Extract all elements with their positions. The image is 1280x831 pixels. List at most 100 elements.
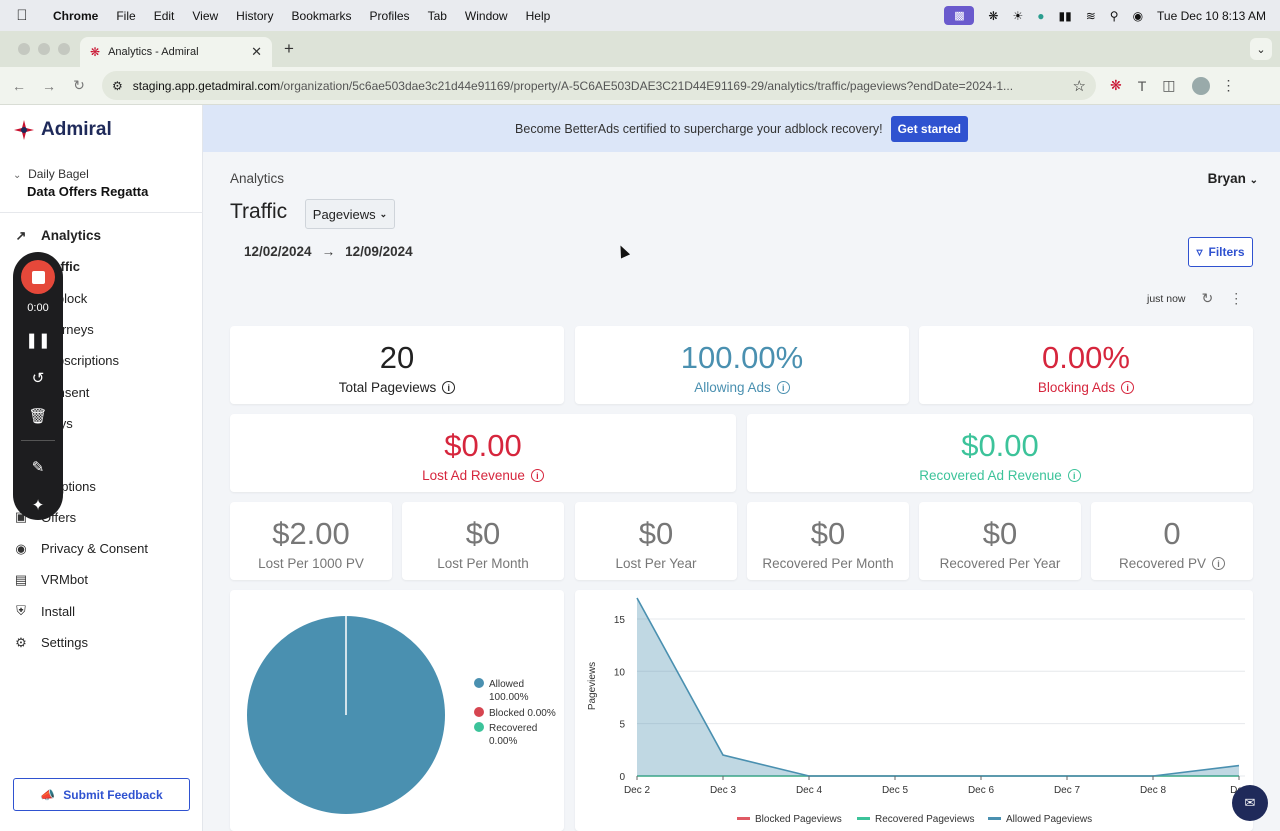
chevron-down-icon: ⌄ <box>1249 175 1258 186</box>
menu-view[interactable]: View <box>192 8 219 23</box>
info-icon[interactable]: i <box>776 381 790 394</box>
mouse-cursor <box>615 243 631 259</box>
reload-icon[interactable]: ↻ <box>73 77 85 93</box>
stat-label: Allowing Ads <box>694 380 771 395</box>
battery-icon[interactable]: ▮▮ <box>1058 8 1072 23</box>
legend-label: Blocked Pageviews <box>755 814 842 825</box>
chat-support-icon[interactable]: ✉ <box>1232 785 1268 821</box>
recording-timer: 0:00 <box>27 302 49 314</box>
apple-icon[interactable]:  <box>0 7 44 24</box>
series-line <box>636 597 1240 777</box>
menubar-clock[interactable]: Tue Dec 10 8:13 AM <box>1157 8 1266 23</box>
recorder-divider <box>21 440 55 441</box>
refresh-icon[interactable]: ↻ <box>1201 290 1214 306</box>
extension-admiral-icon[interactable]: ❋ <box>1110 77 1122 93</box>
openai-icon[interactable]: ❋ <box>988 8 999 23</box>
property-switcher[interactable]: ⌄ Daily Bagel Data Offers Regatta <box>13 167 148 199</box>
browser-tab-active[interactable]: ❋ Analytics - Admiral ✕ <box>80 37 272 67</box>
sidebar-item-label: Settings <box>41 635 88 650</box>
address-bar[interactable]: ⚙ staging.app.getadmiral.com/organizatio… <box>102 71 1096 100</box>
date-range-picker[interactable]: 12/02/2024 → 12/09/2024 <box>244 244 413 259</box>
new-tab-button[interactable]: + <box>284 39 294 58</box>
x-tick-label: Dec 2 <box>624 785 651 796</box>
x-tick-label: Dec 7 <box>1054 785 1081 796</box>
pencil-icon[interactable]: ✎ <box>31 459 45 476</box>
stat-label: Recovered Per Month <box>762 556 894 571</box>
get-started-button[interactable]: Get started <box>890 115 968 142</box>
spotlight-search-icon[interactable]: ⚲ <box>1109 8 1119 23</box>
chevron-down-icon: ⌄ <box>13 170 22 181</box>
menu-tab[interactable]: Tab <box>427 8 447 23</box>
stat-value: $0 <box>810 516 846 551</box>
admiral-logo[interactable]: Admiral <box>13 119 112 141</box>
pause-icon[interactable]: ❚❚ <box>25 332 51 349</box>
y-tick-label: 10 <box>614 667 626 678</box>
magic-wand-icon[interactable]: ✦ <box>31 497 45 514</box>
wifi-icon[interactable]: ≋ <box>1085 8 1096 23</box>
menu-window[interactable]: Window <box>464 8 508 23</box>
close-tab-icon[interactable]: ✕ <box>251 44 262 59</box>
chat-icon: ▤ <box>14 571 28 587</box>
menu-file[interactable]: File <box>116 8 136 23</box>
y-tick-label: 15 <box>614 615 626 626</box>
screen-share-icon[interactable]: ▩ <box>944 6 975 25</box>
brightness-icon[interactable]: ☀ <box>1012 8 1024 23</box>
menu-bookmarks[interactable]: Bookmarks <box>291 8 352 23</box>
y-tick-label: 5 <box>619 720 625 731</box>
menu-profiles[interactable]: Profiles <box>369 8 410 23</box>
user-menu[interactable]: Bryan ⌄ <box>1208 171 1258 186</box>
metric-select[interactable]: Pageviews ⌄ <box>305 199 395 229</box>
stat-card-lost-per-year: $0 Lost Per Year <box>575 502 737 580</box>
more-options-icon[interactable]: ⋮ <box>1229 290 1244 306</box>
submit-feedback-button[interactable]: 📣 Submit Feedback <box>13 778 190 811</box>
sidebar-item-vrmbot[interactable]: ▤ VRMbot <box>0 564 203 595</box>
legend-swatch <box>857 817 870 820</box>
menu-app[interactable]: Chrome <box>53 8 99 23</box>
info-icon[interactable]: i <box>442 381 456 394</box>
sidebar-item-install[interactable]: ⛨ Install <box>0 596 203 627</box>
stop-recording-button[interactable] <box>21 260 55 294</box>
browser-toolbar: ← → ↻ ⚙ staging.app.getadmiral.com/organ… <box>0 67 1280 105</box>
info-icon[interactable]: i <box>1067 469 1081 482</box>
tab-search-chevron-icon[interactable]: ⌄ <box>1250 38 1272 60</box>
sidebar-item-settings[interactable]: ⚙ Settings <box>0 627 203 658</box>
control-center-icon[interactable]: ◉ <box>1132 8 1144 23</box>
legend-swatch <box>474 707 484 717</box>
profile-avatar[interactable] <box>1191 76 1210 95</box>
end-date: 12/09/2024 <box>345 244 413 259</box>
back-arrow-icon[interactable]: ← <box>12 77 26 94</box>
submit-feedback-label: Submit Feedback <box>63 787 163 802</box>
brand-name: Admiral <box>41 119 112 140</box>
breadcrumb[interactable]: Analytics <box>230 171 285 186</box>
stat-label: Recovered Ad Revenue <box>919 468 1062 483</box>
info-icon[interactable]: i <box>1121 381 1135 394</box>
menu-help[interactable]: Help <box>525 8 551 23</box>
extension-text-icon[interactable]: T <box>1137 77 1147 94</box>
info-icon[interactable]: i <box>1212 557 1226 570</box>
menu-edit[interactable]: Edit <box>153 8 175 23</box>
site-settings-icon[interactable]: ⚙ <box>112 78 123 93</box>
browser-menu-icon[interactable]: ⋮ <box>1221 77 1236 93</box>
trash-icon[interactable]: 🗑 <box>28 408 48 425</box>
legend-value: 0.00% <box>489 736 517 747</box>
filter-icon: ▿ <box>1196 245 1203 259</box>
extensions-puzzle-icon[interactable]: ◫ <box>1162 77 1176 93</box>
y-axis-label: Pageviews <box>587 662 598 710</box>
forward-arrow-icon[interactable]: → <box>42 77 56 94</box>
close-window-button[interactable] <box>18 43 30 55</box>
zoom-window-button[interactable] <box>58 43 70 55</box>
minimize-window-button[interactable] <box>38 43 50 55</box>
restart-icon[interactable]: ↺ <box>31 370 45 387</box>
url-text[interactable]: staging.app.getadmiral.com/organization/… <box>132 78 1014 93</box>
filters-button[interactable]: ▿ Filters <box>1188 237 1253 267</box>
people-icon[interactable]: ● <box>1037 8 1045 23</box>
sidebar-item-analytics[interactable]: ↗ Analytics <box>0 220 203 251</box>
menu-history[interactable]: History <box>236 8 274 23</box>
stat-label: Lost Per Year <box>615 556 697 571</box>
series-area <box>637 598 1239 776</box>
info-icon[interactable]: i <box>530 469 544 482</box>
sidebar-item-privacy-consent[interactable]: ◉ Privacy & Consent <box>0 533 203 564</box>
x-tick-label: Dec 4 <box>796 785 823 796</box>
stat-value: 0.00% <box>1042 340 1130 375</box>
bookmark-star-icon[interactable]: ☆ <box>1072 77 1086 95</box>
